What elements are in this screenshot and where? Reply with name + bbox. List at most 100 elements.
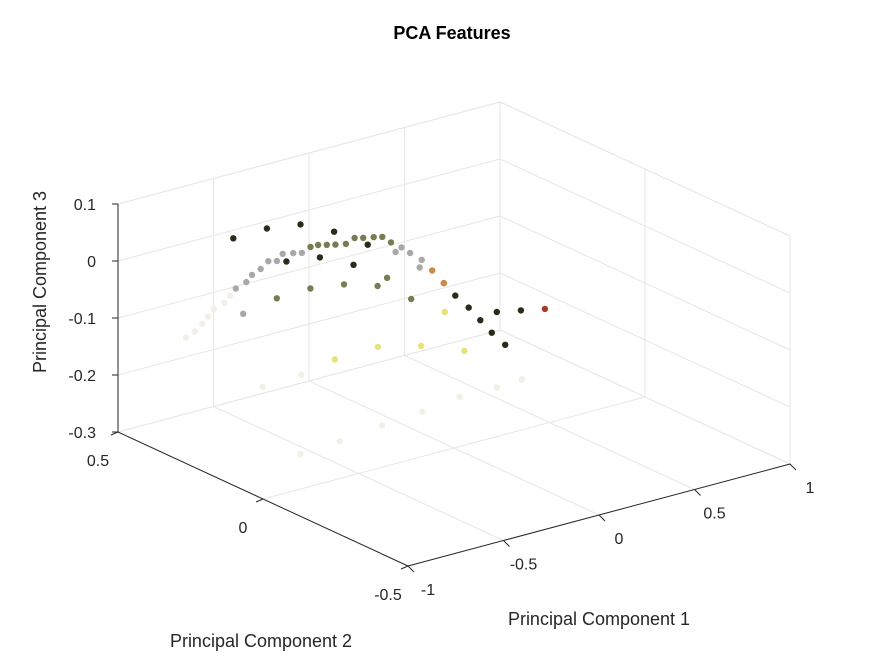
scatter-point	[263, 225, 271, 232]
scatter-point	[330, 228, 338, 235]
scatter-point	[541, 305, 549, 313]
scatter-point	[419, 408, 426, 415]
scatter-point	[493, 384, 501, 391]
x-tick-mark	[694, 489, 701, 496]
z-tick-label: -0.3	[68, 425, 96, 442]
scatter-point	[465, 304, 472, 311]
y-tick-label: 0	[239, 520, 248, 537]
x-tick-mark	[598, 514, 606, 522]
scatter-point	[316, 254, 324, 261]
scatter-point	[456, 393, 463, 400]
y-tick-label: 0.5	[87, 453, 109, 470]
scatter-point	[298, 249, 306, 257]
scatter-point	[418, 256, 425, 263]
z-tick-label: -0.1	[68, 311, 96, 328]
scatter-point	[452, 292, 459, 299]
scatter-point	[314, 241, 322, 249]
scatter-point	[230, 235, 237, 242]
scatter-point	[406, 249, 414, 257]
scatter-point	[336, 438, 343, 445]
scatter-point	[517, 307, 525, 314]
scatter-point	[502, 341, 509, 348]
scatter-point	[279, 250, 286, 257]
box-edge	[117, 101, 501, 205]
z-tick-label: 0.1	[74, 197, 96, 214]
scatter-point	[307, 285, 314, 292]
x-tick-label: 1	[806, 480, 815, 497]
scatter-point	[240, 310, 247, 317]
scatter-point	[221, 299, 228, 307]
x-tick-mark	[789, 463, 797, 471]
scatter-point	[257, 265, 264, 273]
chart-title: PCA Features	[393, 23, 510, 43]
scatter-point	[378, 422, 386, 429]
grid-line-z-back	[117, 329, 501, 433]
grid-line-z-back	[117, 158, 501, 262]
scatter-point	[298, 371, 305, 378]
grid-line-z-side	[499, 329, 791, 465]
scatter-point	[364, 241, 371, 248]
scatter-point	[374, 282, 381, 290]
z-tick-label: 0	[87, 254, 96, 271]
scatter-point	[191, 328, 198, 335]
z-axis-label: Principal Component 3	[30, 191, 50, 373]
scatter-point	[273, 257, 281, 265]
y-tick-mark	[255, 498, 264, 503]
scatter-point	[379, 233, 386, 241]
scatter-point	[342, 240, 350, 248]
scatter-point	[350, 261, 357, 268]
grid-line-z-side	[499, 158, 791, 294]
scatter-point	[429, 267, 436, 274]
scatter-point	[493, 308, 500, 316]
x-tick-label: -0.5	[510, 557, 538, 574]
scatter-point	[265, 258, 272, 265]
scatter-point	[461, 347, 468, 354]
scatter-point	[488, 329, 495, 336]
y-axis-label: Principal Component 2	[170, 631, 352, 651]
scatter-point	[360, 234, 367, 241]
x-axis-label: Principal Component 1	[508, 609, 690, 629]
scatter-point	[259, 383, 266, 390]
y-tick-label: -0.5	[374, 587, 402, 604]
scatter-point	[204, 313, 212, 320]
scatter-point	[199, 320, 206, 327]
scatter-point	[226, 292, 234, 299]
scatter-point	[232, 285, 239, 292]
x-tick-mark	[407, 565, 415, 573]
scatter-point	[290, 249, 297, 257]
scatter-point	[374, 343, 382, 351]
scatter-point	[416, 264, 423, 271]
scatter-point	[248, 271, 256, 279]
box-edge	[499, 101, 791, 237]
scatter-point	[477, 317, 484, 324]
scatter-point	[440, 279, 447, 287]
scatter-points	[182, 221, 549, 458]
scatter-point	[307, 243, 314, 251]
x-tick-label: 0.5	[703, 506, 725, 523]
tick-labels: -1 -0.5 0 0.5 1 -0.5 0 0.5 -0.3 -0.2 -0.1 0 0.1	[68, 197, 814, 604]
grid-line-z-side	[499, 272, 791, 408]
scatter-point	[417, 342, 425, 350]
x-tick-label: 0	[615, 531, 624, 548]
z-tick-label: -0.2	[68, 368, 96, 385]
grid-line-y-floor	[262, 396, 646, 500]
scatter-point	[408, 295, 415, 303]
scatter-point	[331, 356, 338, 363]
scatter-point	[340, 281, 348, 288]
scatter-point	[370, 233, 377, 241]
x-tick-label: -1	[421, 582, 435, 599]
x-tick-mark	[503, 540, 510, 547]
scatter-point	[332, 241, 339, 248]
scatter-point	[441, 308, 448, 316]
scatter-point	[392, 248, 399, 256]
scatter-point	[273, 295, 280, 302]
grid	[117, 101, 791, 567]
scatter-point	[182, 334, 190, 341]
scatter-point	[398, 244, 405, 251]
grid-line-z-back	[117, 215, 501, 319]
scatter-point	[297, 221, 304, 228]
axes	[110, 203, 797, 573]
scatter-point	[351, 234, 358, 242]
scatter-point	[297, 450, 304, 458]
